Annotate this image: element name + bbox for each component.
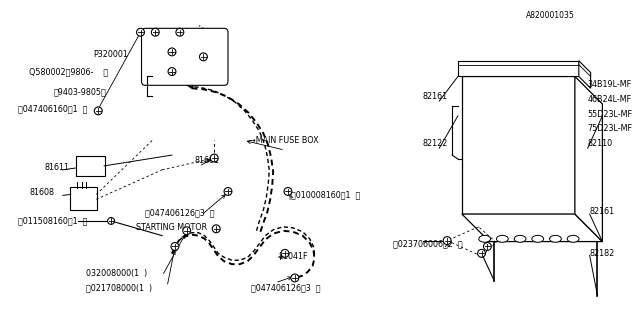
Polygon shape bbox=[462, 214, 602, 242]
Text: Ⓑ010008160（1  ）: Ⓑ010008160（1 ） bbox=[291, 190, 360, 199]
FancyBboxPatch shape bbox=[76, 156, 105, 176]
Circle shape bbox=[200, 53, 207, 61]
Circle shape bbox=[477, 249, 486, 257]
Ellipse shape bbox=[567, 236, 579, 242]
Circle shape bbox=[291, 274, 299, 282]
Text: Ⓢ047406126（3  ）: Ⓢ047406126（3 ） bbox=[251, 284, 320, 293]
Text: ⓝ023706006（2  ）: ⓝ023706006（2 ） bbox=[393, 239, 463, 248]
Text: 46B24L-MF: 46B24L-MF bbox=[588, 95, 632, 104]
Text: 032008000(1  ): 032008000(1 ) bbox=[86, 269, 148, 278]
Circle shape bbox=[284, 188, 292, 196]
Circle shape bbox=[444, 237, 451, 244]
Circle shape bbox=[212, 225, 220, 233]
Circle shape bbox=[151, 28, 159, 36]
Text: ⓝ021708000(1  ): ⓝ021708000(1 ) bbox=[86, 284, 152, 293]
Text: 82122: 82122 bbox=[422, 139, 448, 148]
Polygon shape bbox=[462, 76, 575, 214]
Text: A820001035: A820001035 bbox=[525, 12, 575, 20]
Circle shape bbox=[108, 218, 115, 224]
Circle shape bbox=[168, 48, 176, 56]
Circle shape bbox=[94, 107, 102, 115]
Text: 75D23L-MF: 75D23L-MF bbox=[588, 124, 633, 133]
Circle shape bbox=[183, 227, 191, 235]
Circle shape bbox=[168, 68, 176, 76]
Text: Ⓑ011508160（1  ）: Ⓑ011508160（1 ） bbox=[18, 217, 87, 226]
Text: 82161: 82161 bbox=[422, 92, 448, 101]
Text: （9403-9805）: （9403-9805） bbox=[54, 87, 107, 96]
Ellipse shape bbox=[497, 236, 508, 242]
Text: P320001: P320001 bbox=[93, 50, 128, 59]
Circle shape bbox=[224, 188, 232, 196]
Circle shape bbox=[211, 154, 218, 162]
Text: 82182: 82182 bbox=[589, 249, 615, 258]
Ellipse shape bbox=[532, 236, 543, 242]
Circle shape bbox=[281, 249, 289, 257]
Text: 82161: 82161 bbox=[589, 207, 615, 216]
Text: 81041F: 81041F bbox=[278, 252, 308, 261]
Text: 81608: 81608 bbox=[29, 188, 54, 197]
Text: Ⓢ047406126（3  ）: Ⓢ047406126（3 ） bbox=[145, 208, 215, 217]
FancyBboxPatch shape bbox=[141, 28, 228, 85]
Text: 34B19L-MF: 34B19L-MF bbox=[588, 80, 632, 89]
Ellipse shape bbox=[514, 236, 526, 242]
Polygon shape bbox=[575, 76, 602, 242]
Polygon shape bbox=[458, 61, 579, 76]
Text: 81601: 81601 bbox=[195, 156, 220, 165]
Polygon shape bbox=[579, 61, 591, 88]
Circle shape bbox=[171, 243, 179, 251]
Circle shape bbox=[176, 28, 184, 36]
Text: Ⓢ047406160（1  ）: Ⓢ047406160（1 ） bbox=[18, 105, 87, 114]
Ellipse shape bbox=[479, 236, 491, 242]
Text: →MAIN FUSE BOX: →MAIN FUSE BOX bbox=[248, 136, 318, 145]
Circle shape bbox=[136, 28, 145, 36]
Text: 81611: 81611 bbox=[44, 163, 69, 172]
FancyBboxPatch shape bbox=[70, 187, 97, 210]
Text: STARTING MOTOR: STARTING MOTOR bbox=[136, 223, 207, 232]
Ellipse shape bbox=[550, 236, 561, 242]
Text: 82110: 82110 bbox=[588, 139, 612, 148]
Text: 55D23L-MF: 55D23L-MF bbox=[588, 110, 633, 119]
Circle shape bbox=[483, 243, 492, 251]
Text: Q580002（9806-    ）: Q580002（9806- ） bbox=[29, 68, 109, 76]
